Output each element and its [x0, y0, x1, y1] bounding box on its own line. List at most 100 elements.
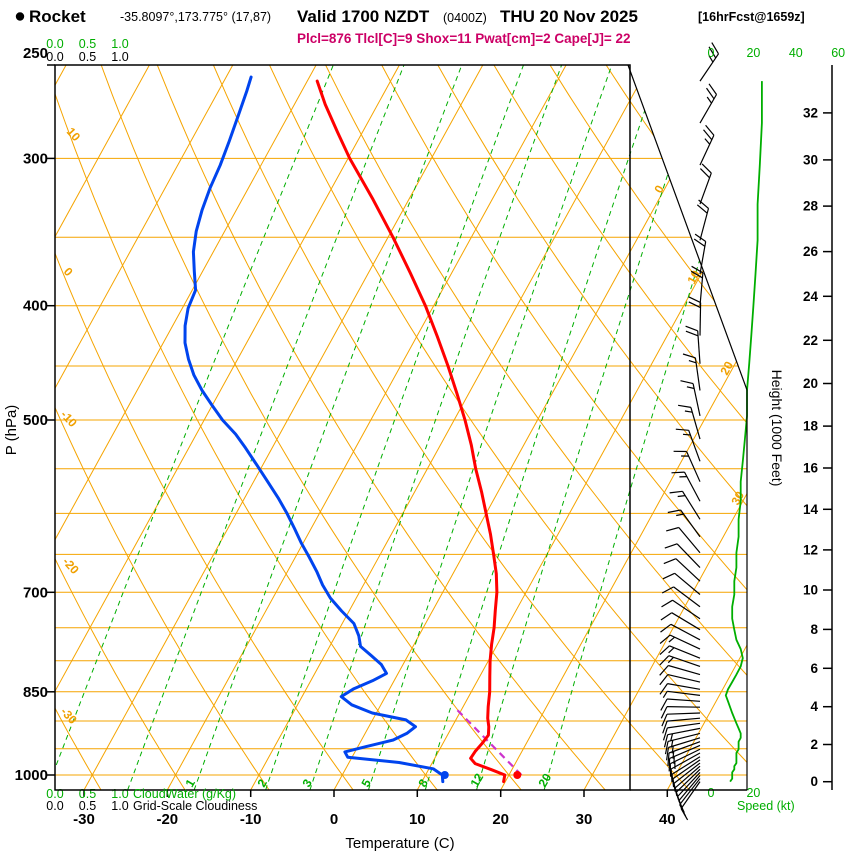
valid-time-label: Valid 1700 NZDT [297, 7, 430, 26]
dry-adiabat-line [494, 65, 850, 790]
isotherm-line [501, 65, 850, 790]
temperature-tick-label: -10 [240, 811, 262, 828]
height-tick-label: 14 [803, 502, 819, 517]
wind-barb [683, 354, 700, 390]
speed-scale-bottom-label: 20 [746, 786, 760, 800]
speed-scale-top-label: 40 [789, 46, 803, 60]
station-name: Rocket [29, 7, 86, 26]
wind-barb [660, 646, 700, 658]
height-tick-label: 22 [803, 333, 818, 348]
dry-adiabat-value-label: 0 [61, 265, 76, 280]
wind-barb [700, 125, 714, 165]
temperature-tick-label: 0 [330, 811, 338, 828]
height-tick-label: 4 [810, 699, 818, 714]
dry-adiabat-line [213, 65, 689, 790]
valid-date-label: THU 20 Nov 2025 [500, 7, 638, 26]
height-tick-label: 0 [810, 774, 818, 789]
pressure-tick-label: 1000 [15, 767, 48, 784]
pressure-tick-label: 250 [23, 45, 48, 62]
speed-axis-label: Speed (kt) [737, 799, 795, 813]
dry-adiabat-line [101, 65, 521, 790]
pressure-tick-label: 300 [23, 150, 48, 167]
cloudwater-scale-top: 0.0 [46, 37, 63, 51]
speed-scale-top-label: 60 [831, 46, 845, 60]
wind-barb [660, 666, 700, 676]
height-tick-label: 8 [810, 622, 818, 637]
cloudiness-scale-bottom: 0.0 [46, 799, 63, 813]
surface-temperature-dot [513, 771, 521, 779]
background-grid-layer [0, 65, 850, 790]
wind-barb [700, 84, 717, 123]
height-tick-label: 2 [810, 737, 818, 752]
temperature-tick-label: 30 [576, 811, 593, 828]
wind-barb [660, 675, 700, 685]
speed-scale-top-label: 0 [708, 46, 715, 60]
wind-barb [700, 164, 711, 204]
temperature-tick-label: 40 [659, 811, 676, 828]
temperature-tick-label: 10 [409, 811, 426, 828]
mixing-ratio-line [425, 65, 660, 790]
isotherm-line [417, 65, 816, 790]
height-tick-label: 18 [803, 419, 819, 434]
cloudiness-scale-label: Grid-Scale Cloudiness [133, 799, 257, 813]
wind-barb [681, 381, 701, 416]
pressure-tick-label: 850 [23, 684, 48, 701]
surface-dewpoint-dot [441, 771, 449, 779]
pressure-tick-label: 700 [23, 584, 48, 601]
isotherm-line [1, 65, 400, 790]
pressure-tick-label: 500 [23, 412, 48, 429]
cloudiness-scale-top: 0.0 [46, 50, 63, 64]
temperature-tick-label: -20 [156, 811, 178, 828]
height-tick-label: 20 [803, 376, 818, 391]
height-tick-label: 28 [803, 199, 819, 214]
valid-zulu-label: (0400Z) [443, 11, 487, 25]
dry-adiabat-line [45, 65, 437, 790]
wind-barb [661, 707, 700, 719]
temperature-tick-label: -30 [73, 811, 95, 828]
station-coords: -35.8097°,173.775° (17,87) [120, 10, 271, 24]
mixing-ratio-value-label: 3 [299, 776, 315, 789]
mixing-ratio-value-label: 20 [535, 771, 554, 790]
station-bullet-icon [16, 12, 24, 20]
temperature-tick-label: 20 [492, 811, 509, 828]
cloudiness-scale-bottom: 0.5 [79, 799, 96, 813]
dry-adiabat-value-label: -30 [58, 705, 80, 727]
mixing-ratio-line [128, 65, 404, 790]
isotherm-line [251, 65, 650, 790]
forecast-tag: [16hrFcst@1659z] [698, 10, 805, 24]
dry-adiabat-line [662, 65, 850, 790]
speed-scale-top-label: 20 [746, 46, 760, 60]
height-tick-label: 10 [803, 583, 818, 598]
wind-barb-layer [660, 43, 719, 820]
height-tick-label: 16 [803, 461, 819, 476]
plot-border-diagonal [628, 65, 747, 390]
cloudwater-scale-top: 0.5 [79, 37, 96, 51]
temperature-axis-label: Temperature (C) [345, 835, 454, 852]
speed-profile-layer [726, 81, 762, 782]
height-tick-label: 26 [803, 244, 819, 259]
speed-scale-bottom-label: 0 [708, 786, 715, 800]
cloudiness-scale-top: 0.5 [79, 50, 96, 64]
height-tick-label: 32 [803, 105, 818, 120]
mixing-ratio-line [266, 65, 524, 790]
mixing-ratio-line [544, 65, 761, 790]
temperature-curve [317, 81, 505, 782]
pressure-tick-label: 400 [23, 298, 48, 315]
height-tick-label: 6 [810, 661, 818, 676]
dry-adiabat-value-label: -10 [58, 408, 80, 430]
height-tick-label: 30 [803, 152, 818, 167]
wind-speed-curve [726, 81, 762, 782]
wind-barb [666, 528, 700, 553]
mixing-ratio-line [194, 65, 462, 790]
plot-border [55, 65, 630, 790]
height-tick-label: 12 [803, 542, 818, 557]
isotherm-value-label: 30 [728, 489, 747, 508]
pressure-axis-label: P (hPa) [3, 405, 20, 456]
mixing-ratio-value-label: 12 [467, 771, 486, 790]
isotherm-line [167, 65, 566, 790]
dry-adiabat-line [0, 65, 353, 790]
